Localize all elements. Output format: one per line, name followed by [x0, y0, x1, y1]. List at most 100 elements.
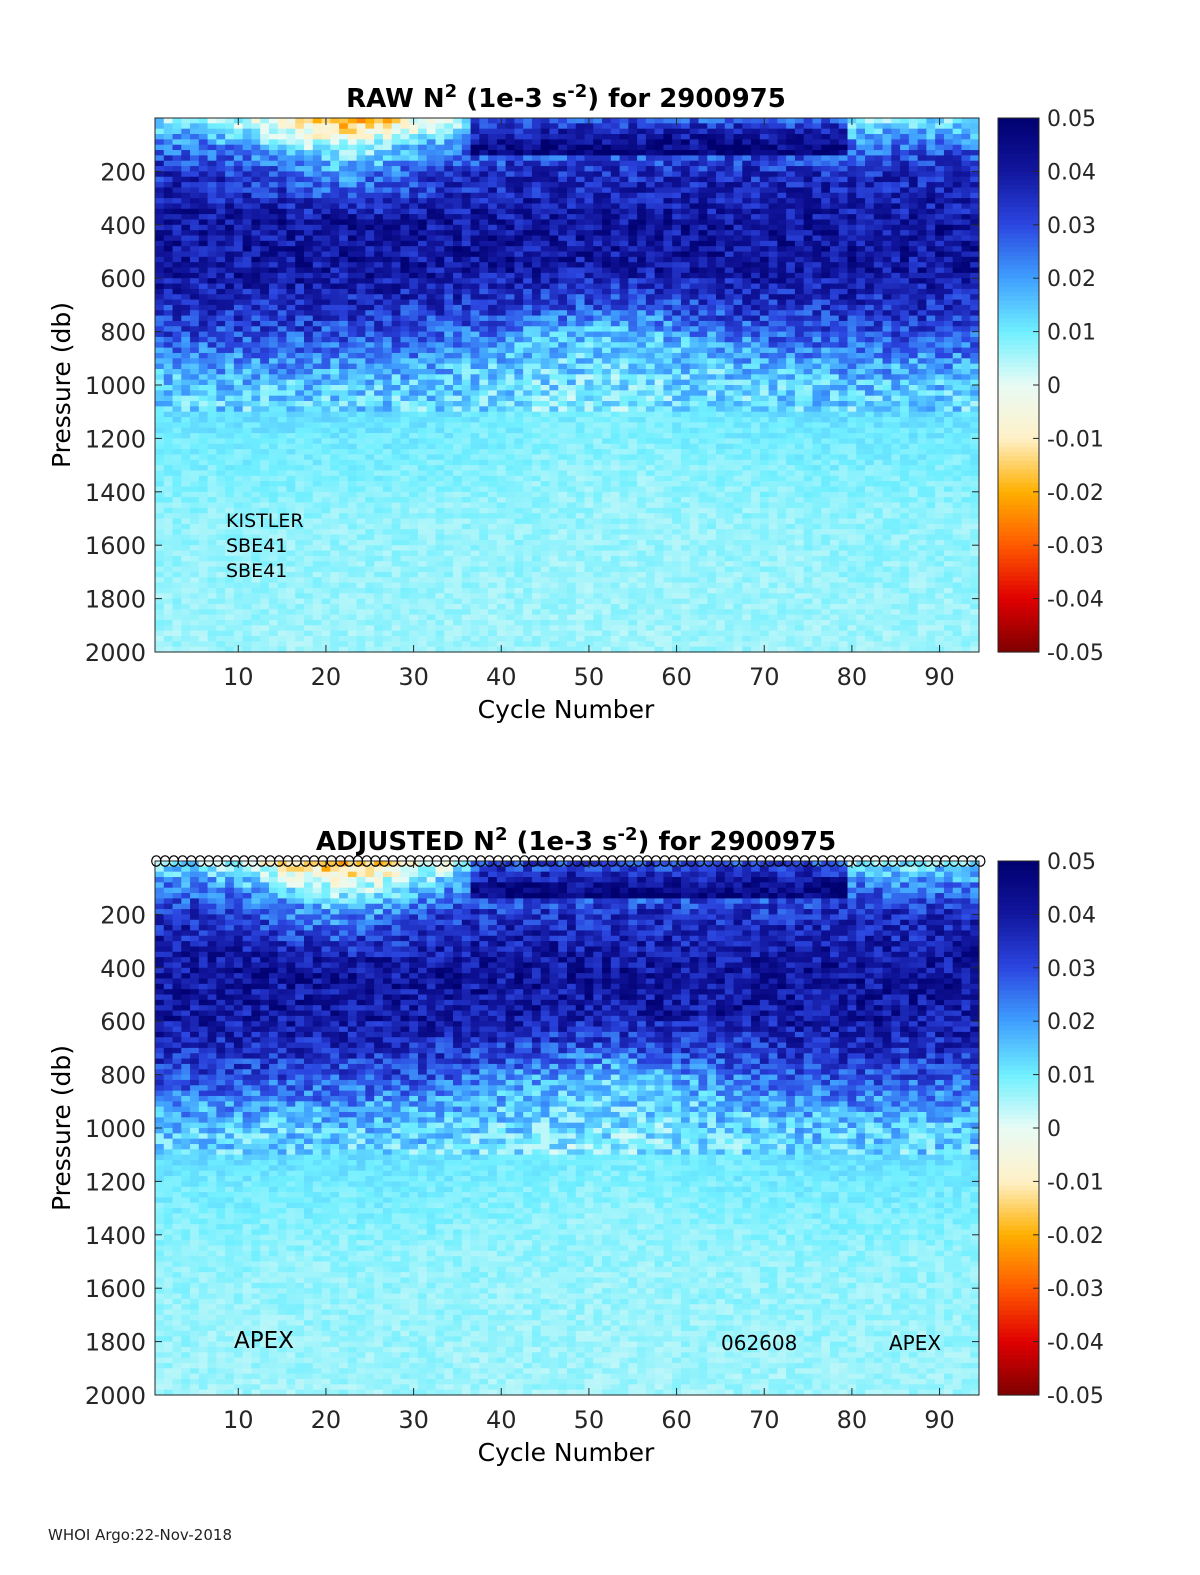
heatmap-cell [540, 443, 551, 450]
heatmap-cell [181, 139, 191, 146]
heatmap-cell [523, 561, 533, 568]
heatmap-cell [190, 539, 200, 546]
heatmap-cell [470, 256, 480, 263]
heatmap-cell [312, 433, 323, 439]
heatmap-cell [321, 491, 331, 498]
heatmap-cell [225, 561, 235, 568]
heatmap-cell [190, 555, 200, 562]
heatmap-cell [277, 336, 288, 343]
heatmap-cell [470, 203, 480, 210]
heatmap-cell [295, 598, 305, 605]
heatmap-cell [312, 454, 323, 461]
heatmap-cell [514, 401, 524, 407]
heatmap-cell [172, 539, 182, 546]
heatmap-cell [304, 320, 314, 327]
heatmap-cell [496, 513, 507, 520]
heatmap-cell [505, 507, 516, 514]
heatmap-cell [567, 288, 577, 295]
heatmap-cell [453, 646, 463, 653]
heatmap-cell [391, 171, 402, 178]
heatmap-cell [304, 577, 314, 584]
heatmap-cell [461, 582, 472, 589]
heatmap-cell [531, 224, 542, 231]
heatmap-cell [470, 326, 480, 333]
heatmap-cell [444, 609, 454, 616]
heatmap-cell [295, 182, 305, 189]
heatmap-cell [268, 577, 279, 584]
heatmap-cell [242, 272, 253, 279]
heatmap-cell [207, 288, 217, 295]
heatmap-cell [260, 283, 270, 290]
heatmap-cell [347, 150, 358, 156]
heatmap-cell [435, 395, 445, 402]
heatmap-cell [558, 166, 568, 172]
heatmap-cell [155, 443, 165, 450]
heatmap-cell [584, 630, 594, 637]
heatmap-cell [286, 577, 296, 584]
heatmap-cell [549, 128, 559, 135]
heatmap-cell [575, 171, 586, 178]
heatmap-cell [514, 470, 524, 477]
heatmap-cell [540, 187, 551, 194]
heatmap-cell [225, 385, 235, 391]
heatmap-cell [505, 481, 516, 488]
heatmap-cell [242, 635, 253, 642]
heatmap-cell [225, 294, 235, 301]
heatmap-cell [198, 294, 209, 301]
heatmap-cell [365, 550, 375, 557]
heatmap-cell [190, 449, 200, 456]
heatmap-cell [268, 539, 279, 546]
heatmap-cell [277, 518, 288, 525]
heatmap-cell [575, 630, 586, 637]
heatmap-cell [330, 166, 340, 172]
heatmap-cell [277, 278, 288, 285]
heatmap-cell [374, 336, 384, 343]
heatmap-cell [365, 262, 375, 269]
heatmap-cell [198, 518, 209, 525]
heatmap-cell [444, 240, 454, 247]
heatmap-cell [514, 641, 524, 648]
heatmap-cell [558, 150, 568, 156]
heatmap-cell [190, 283, 200, 290]
heatmap-cell [163, 203, 174, 210]
heatmap-cell [400, 635, 410, 642]
heatmap-cell [382, 278, 393, 285]
heatmap-cell [531, 411, 542, 418]
heatmap-cell [558, 561, 568, 568]
heatmap-cell [488, 224, 498, 231]
heatmap-cell [295, 390, 305, 397]
heatmap-cell [453, 507, 463, 514]
heatmap-cell [400, 491, 410, 498]
heatmap-cell [198, 529, 209, 536]
heatmap-cell [461, 283, 472, 290]
heatmap-cell [514, 502, 524, 509]
heatmap-cell [198, 139, 209, 146]
heatmap-cell [286, 465, 296, 472]
heatmap-cell [470, 491, 480, 498]
heatmap-cell [286, 150, 296, 156]
heatmap-cell [523, 368, 533, 375]
heatmap-cell [207, 513, 217, 520]
heatmap-cell [540, 481, 551, 488]
heatmap-cell [558, 139, 568, 146]
heatmap-cell [216, 166, 226, 172]
heatmap-cell [496, 160, 507, 167]
heatmap-cell [505, 155, 516, 162]
heatmap-cell [181, 352, 191, 359]
heatmap-cell [584, 406, 594, 413]
heatmap-cell [365, 470, 375, 477]
heatmap-cell [461, 203, 472, 210]
heatmap-cell [417, 422, 428, 429]
heatmap-cell [216, 401, 226, 407]
heatmap-cell [347, 251, 358, 258]
heatmap-cell [558, 171, 568, 178]
heatmap-cell [444, 134, 454, 140]
heatmap-cell [260, 176, 270, 183]
heatmap-cell [339, 363, 349, 370]
heatmap-cell [531, 283, 542, 290]
heatmap-cell [330, 417, 340, 423]
heatmap-cell [260, 401, 270, 407]
heatmap-cell [409, 347, 419, 354]
heatmap-cell [382, 427, 393, 434]
heatmap-cell [461, 529, 472, 536]
